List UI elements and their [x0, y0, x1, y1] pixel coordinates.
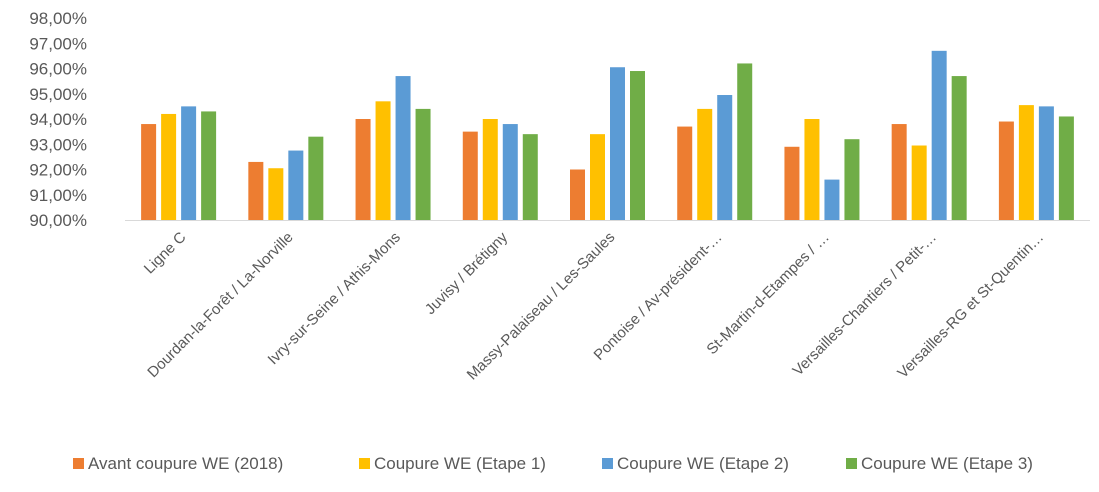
bar-2-9	[1018, 105, 1034, 220]
x-tick-label: St-Martin-d-Etampes / …	[703, 229, 832, 358]
legend-label: Coupure WE (Etape 2)	[617, 454, 789, 473]
bar-1-6	[677, 126, 693, 220]
bar-4-5	[630, 71, 645, 221]
bar-4-3	[415, 108, 431, 220]
bar-3-6	[717, 95, 733, 220]
bar-2-6	[697, 108, 713, 220]
bar-4-7	[844, 139, 860, 220]
bar-1-3	[355, 119, 371, 220]
bar-2-1	[161, 113, 177, 220]
bar-1-1	[141, 124, 157, 220]
bar-3-2	[288, 150, 304, 220]
bar-4-4	[522, 134, 538, 220]
bar-2-8	[911, 145, 927, 220]
legend-label: Coupure WE (Etape 1)	[374, 454, 546, 473]
legend-swatch	[359, 458, 370, 469]
bar-2-2	[268, 168, 284, 220]
bar-4-6	[737, 63, 753, 221]
bar-2-3	[375, 101, 391, 220]
bar-4-1	[201, 111, 217, 220]
bar-3-5	[610, 67, 625, 220]
bar-4-2	[308, 136, 324, 220]
legend-swatch	[73, 458, 84, 469]
bar-3-8	[931, 50, 947, 221]
legend-label: Avant coupure WE (2018)	[88, 454, 283, 473]
legend-label: Coupure WE (Etape 3)	[861, 454, 1033, 473]
y-tick-label: 92,00%	[29, 161, 87, 180]
bar-2-4	[482, 119, 498, 220]
bar-3-1	[181, 106, 197, 220]
y-tick-label: 98,00%	[29, 9, 87, 28]
x-tick-label: Ligne C	[141, 229, 190, 278]
bar-3-9	[1038, 106, 1054, 220]
legend-swatch	[846, 458, 857, 469]
y-tick-label: 94,00%	[29, 110, 87, 129]
bar-1-4	[462, 131, 478, 220]
bar-2-5	[590, 134, 605, 220]
y-tick-label: 90,00%	[29, 211, 87, 230]
bar-4-8	[951, 76, 967, 220]
bar-2-7	[804, 119, 820, 220]
bar-1-5	[570, 169, 585, 220]
y-tick-label: 97,00%	[29, 34, 87, 53]
bar-4-9	[1058, 116, 1074, 220]
x-tick-label: Juvisy / Brétigny	[422, 228, 512, 318]
y-tick-label: 95,00%	[29, 85, 87, 104]
bar-1-7	[784, 146, 800, 220]
bar-3-7	[824, 179, 840, 220]
legend-swatch	[602, 458, 613, 469]
bar-1-8	[891, 124, 907, 220]
bar-1-2	[248, 161, 264, 220]
y-tick-label: 91,00%	[29, 186, 87, 205]
bar-1-9	[998, 121, 1014, 220]
bar-3-3	[395, 76, 411, 220]
y-tick-label: 96,00%	[29, 60, 87, 79]
y-tick-label: 93,00%	[29, 135, 87, 154]
bar-3-4	[502, 124, 518, 220]
